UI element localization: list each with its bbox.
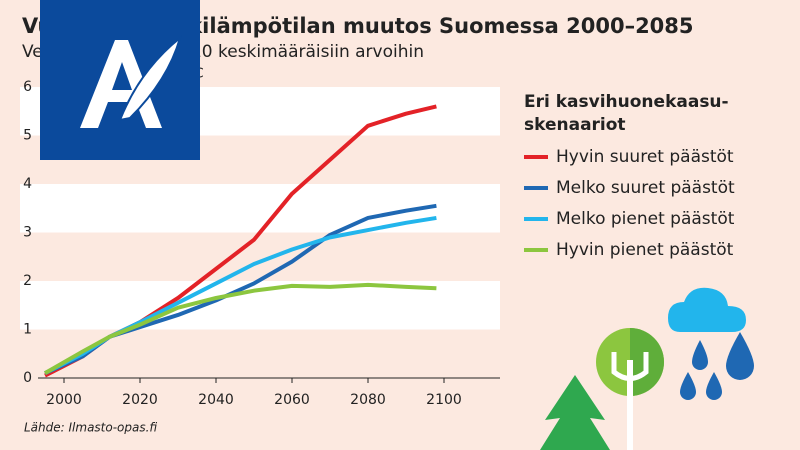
y-tick-label: 3 [23, 225, 32, 241]
x-tick-label: 2040 [198, 392, 234, 408]
y-tick-label: 1 [23, 322, 32, 338]
x-tick-label: 2020 [122, 392, 158, 408]
x-tick-label: 2060 [274, 392, 310, 408]
x-tick-label: 2100 [426, 392, 462, 408]
legend-title: Eri kasvihuonekaasu- [524, 92, 729, 112]
legend-label: Melko pienet päästöt [556, 209, 735, 229]
y-tick-label: 4 [23, 176, 32, 192]
y-tick-label: 5 [23, 128, 32, 144]
logo [40, 0, 200, 160]
y-tick-label: 0 [23, 370, 32, 386]
series-line [44, 282, 437, 375]
y-tick-label: 6 [23, 79, 32, 95]
x-tick-label: 2000 [46, 392, 82, 408]
legend-title: skenaariot [524, 115, 626, 135]
decoration [540, 287, 754, 450]
source: Lähde: Ilmasto-opas.fi [24, 421, 157, 435]
legend-label: Hyvin suuret päästöt [556, 147, 734, 167]
legend-label: Hyvin pienet päästöt [556, 240, 734, 260]
y-tick-label: 2 [23, 273, 32, 289]
x-tick-label: 2080 [350, 392, 386, 408]
legend-label: Melko suuret päästöt [556, 178, 735, 198]
